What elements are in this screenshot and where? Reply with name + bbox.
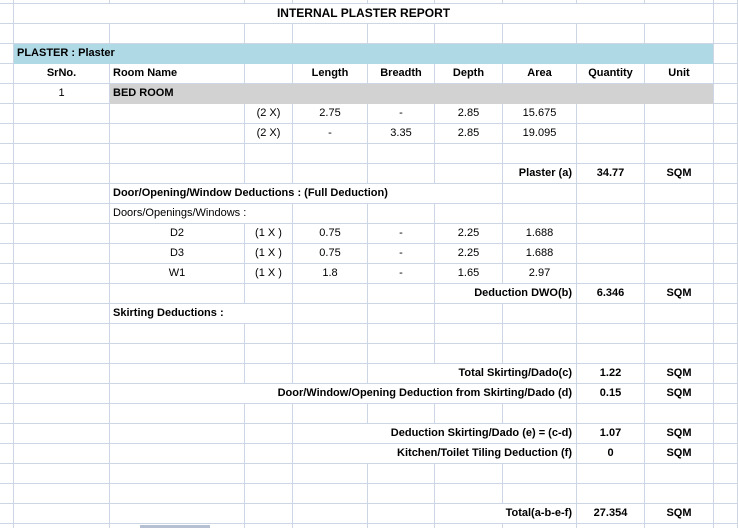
cell-deduction-f-quantity[interactable]: 0 xyxy=(577,444,645,464)
cell-breadth[interactable]: - xyxy=(368,264,435,284)
deduction-e-row: Deduction Skirting/Dado (e) = (c-d) 1.07… xyxy=(0,424,738,444)
skirting-header-row: Skirting Deductions : xyxy=(0,304,738,324)
cell-dwo-header[interactable]: Door/Opening/Window Deductions : (Full D… xyxy=(110,184,503,204)
cell-length[interactable]: 0.75 xyxy=(293,244,368,264)
cell-plaster-total-label[interactable]: Plaster (a) xyxy=(503,164,577,184)
measure-row: (2 X) - 3.35 2.85 19.095 xyxy=(0,124,738,144)
dwo-row: D2 (1 X ) 0.75 - 2.25 1.688 xyxy=(0,224,738,244)
room-row: 1 BED ROOM xyxy=(0,84,738,104)
spreadsheet-empty-row xyxy=(0,344,738,364)
cell-area[interactable]: 1.688 xyxy=(503,244,577,264)
cell-area[interactable]: 15.675 xyxy=(503,104,577,124)
section-header-cell[interactable]: PLASTER : Plaster xyxy=(14,44,714,64)
cell-skirting-c-quantity[interactable]: 1.22 xyxy=(577,364,645,384)
dwo-subheader-row: Doors/Openings/Windows : xyxy=(0,204,738,224)
spreadsheet-empty-row xyxy=(0,404,738,424)
cell-skirting-header[interactable]: Skirting Deductions : xyxy=(110,304,293,324)
cell-grand-total-quantity[interactable]: 27.354 xyxy=(577,504,645,524)
col-header-area[interactable]: Area xyxy=(503,64,577,84)
cell-dwo-total-unit[interactable]: SQM xyxy=(645,284,714,304)
cell-mult[interactable]: (2 X) xyxy=(245,104,293,124)
cell-area[interactable]: 19.095 xyxy=(503,124,577,144)
cell-area[interactable]: 2.97 xyxy=(503,264,577,284)
cell-skirting-d-quantity[interactable]: 0.15 xyxy=(577,384,645,404)
report-title[interactable]: INTERNAL PLASTER REPORT xyxy=(14,4,714,24)
col-header-room-name[interactable]: Room Name xyxy=(110,64,245,84)
cell-opening-name[interactable]: D2 xyxy=(110,224,245,244)
cell-skirting-c-unit[interactable]: SQM xyxy=(645,364,714,384)
column-header-row: SrNo. Room Name Length Breadth Depth Are… xyxy=(0,64,738,84)
cell-deduction-e-unit[interactable]: SQM xyxy=(645,424,714,444)
cell-depth[interactable]: 2.85 xyxy=(435,124,503,144)
dwo-total-row: Deduction DWO(b) 6.346 SQM xyxy=(0,284,738,304)
cell-grand-total-label[interactable]: Total(a-b-e-f) xyxy=(435,504,577,524)
cell-depth[interactable]: 2.85 xyxy=(435,104,503,124)
cell-grand-total-unit[interactable]: SQM xyxy=(645,504,714,524)
cell-opening-name[interactable]: D3 xyxy=(110,244,245,264)
cell-dwo-subheader[interactable]: Doors/Openings/Windows : xyxy=(110,204,293,224)
cell-breadth[interactable]: 3.35 xyxy=(368,124,435,144)
col-header-unit[interactable]: Unit xyxy=(645,64,714,84)
cell-mult[interactable]: (1 X ) xyxy=(245,224,293,244)
col-header-length[interactable]: Length xyxy=(293,64,368,84)
section-header-row: PLASTER : Plaster xyxy=(0,44,738,64)
plaster-total-row: Plaster (a) 34.77 SQM xyxy=(0,164,738,184)
spreadsheet-empty-row xyxy=(0,464,738,484)
dwo-header-row: Door/Opening/Window Deductions : (Full D… xyxy=(0,184,738,204)
spreadsheet-empty-row xyxy=(0,24,738,44)
col-header-quantity[interactable]: Quantity xyxy=(577,64,645,84)
cell-plaster-total-quantity[interactable]: 34.77 xyxy=(577,164,645,184)
dwo-row: W1 (1 X ) 1.8 - 1.65 2.97 xyxy=(0,264,738,284)
cell-area[interactable]: 1.688 xyxy=(503,224,577,244)
deduction-f-row: Kitchen/Toilet Tiling Deduction (f) 0 SQ… xyxy=(0,444,738,464)
cell-skirting-d-unit[interactable]: SQM xyxy=(645,384,714,404)
cell-mult[interactable]: (2 X) xyxy=(245,124,293,144)
cell-depth[interactable]: 2.25 xyxy=(435,244,503,264)
cell-deduction-f-label[interactable]: Kitchen/Toilet Tiling Deduction (f) xyxy=(293,444,577,464)
dwo-row: D3 (1 X ) 0.75 - 2.25 1.688 xyxy=(0,244,738,264)
cell-dwo-total-label[interactable]: Deduction DWO(b) xyxy=(435,284,577,304)
cell-length[interactable]: 2.75 xyxy=(293,104,368,124)
skirting-total-d-row: Door/Window/Opening Deduction from Skirt… xyxy=(0,384,738,404)
cell-skirting-c-label[interactable]: Total Skirting/Dado(c) xyxy=(368,364,577,384)
spreadsheet-empty-row xyxy=(0,144,738,164)
cell-skirting-d-label[interactable]: Door/Window/Opening Deduction from Skirt… xyxy=(110,384,577,404)
col-header-breadth[interactable]: Breadth xyxy=(368,64,435,84)
cell-depth[interactable]: 1.65 xyxy=(435,264,503,284)
cell-deduction-f-unit[interactable]: SQM xyxy=(645,444,714,464)
cell-length[interactable]: - xyxy=(293,124,368,144)
cell-room-name[interactable]: BED ROOM xyxy=(110,84,714,104)
next-section-band-sliver xyxy=(140,525,210,528)
measure-row: (2 X) 2.75 - 2.85 15.675 xyxy=(0,104,738,124)
spreadsheet-empty-row xyxy=(0,324,738,344)
cell-breadth[interactable]: - xyxy=(368,224,435,244)
cell-mult[interactable]: (1 X ) xyxy=(245,244,293,264)
bottom-strip-row xyxy=(0,524,738,528)
cell-room-srno[interactable]: 1 xyxy=(14,84,110,104)
cell-length[interactable]: 0.75 xyxy=(293,224,368,244)
cell-deduction-e-quantity[interactable]: 1.07 xyxy=(577,424,645,444)
cell-breadth[interactable]: - xyxy=(368,104,435,124)
cell-deduction-e-label[interactable]: Deduction Skirting/Dado (e) = (c-d) xyxy=(293,424,577,444)
top-strip-row xyxy=(0,0,738,4)
cell-mult[interactable]: (1 X ) xyxy=(245,264,293,284)
cell-plaster-total-unit[interactable]: SQM xyxy=(645,164,714,184)
col-header-depth[interactable]: Depth xyxy=(435,64,503,84)
skirting-total-c-row: Total Skirting/Dado(c) 1.22 SQM xyxy=(0,364,738,384)
cell-length[interactable]: 1.8 xyxy=(293,264,368,284)
col-header-srno[interactable]: SrNo. xyxy=(14,64,110,84)
spreadsheet-empty-row xyxy=(0,484,738,504)
title-row: INTERNAL PLASTER REPORT xyxy=(0,4,738,24)
grand-total-row: Total(a-b-e-f) 27.354 SQM xyxy=(0,504,738,524)
cell-dwo-total-quantity[interactable]: 6.346 xyxy=(577,284,645,304)
cell-breadth[interactable]: - xyxy=(368,244,435,264)
cell-depth[interactable]: 2.25 xyxy=(435,224,503,244)
cell-opening-name[interactable]: W1 xyxy=(110,264,245,284)
